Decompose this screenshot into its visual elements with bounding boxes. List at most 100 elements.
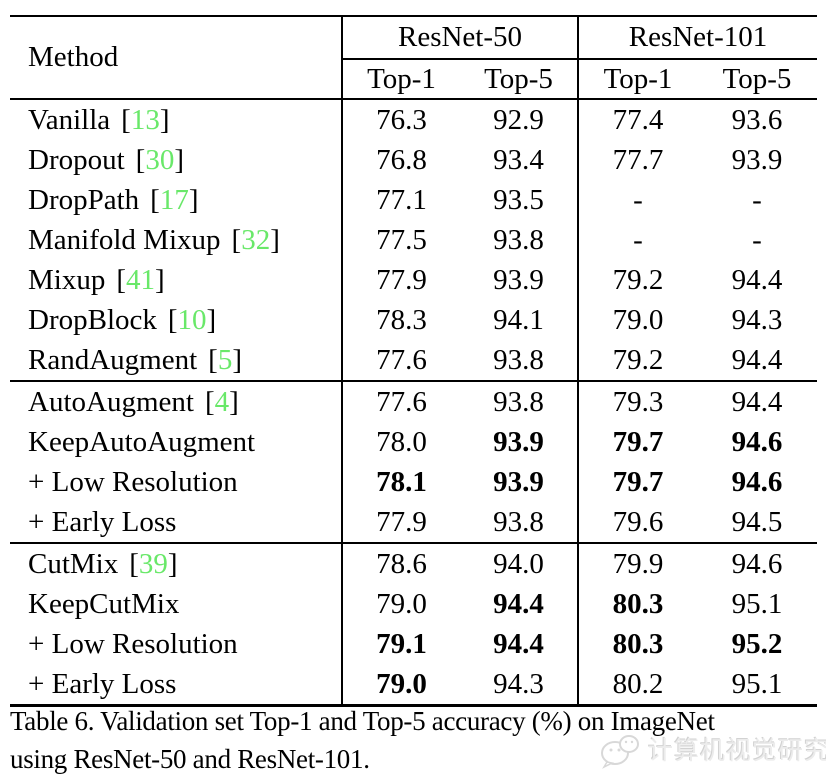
- value-cell: 80.2: [577, 664, 697, 706]
- value-cell: 94.0: [460, 542, 578, 584]
- value-cell: 77.7: [577, 140, 697, 180]
- value-cell: 78.6: [341, 542, 460, 584]
- table-row: KeepAutoAugment 78.0 93.9 79.7 94.6: [10, 422, 817, 462]
- method-cell: DropPath [17]: [28, 183, 199, 216]
- citation-number: 30: [145, 143, 175, 176]
- value-cell: 77.5: [341, 220, 460, 260]
- value-cell: 92.9: [493, 103, 544, 136]
- citation-link[interactable]: [4]: [204, 385, 239, 418]
- citation-number: 32: [241, 223, 271, 256]
- value-cell: -: [752, 183, 762, 216]
- value-cell: 79.7: [577, 422, 697, 462]
- value-cell: 79.3: [577, 380, 697, 422]
- value-cell: 94.4: [493, 627, 544, 660]
- value-cell: 79.7: [577, 462, 697, 502]
- value-cell: 79.6: [577, 502, 697, 543]
- citation-link[interactable]: [30]: [135, 143, 185, 176]
- table-row: CutMix [39] 78.6 94.0 79.9 94.6: [10, 542, 817, 584]
- top5-header-rn101: Top-5: [697, 59, 817, 100]
- table-row: + Low Resolution 78.1 93.9 79.7 94.6: [10, 462, 817, 502]
- table-row: AutoAugment [4] 77.6 93.8 79.3 94.4: [10, 380, 817, 422]
- results-table: Method ResNet-50 ResNet-101 Top-1 Top-5 …: [10, 15, 817, 707]
- value-cell: 93.9: [493, 425, 544, 458]
- citation-number: 10: [177, 303, 207, 336]
- value-cell: 95.2: [731, 627, 783, 660]
- value-cell: 78.1: [341, 462, 460, 502]
- citation-link[interactable]: [41]: [116, 263, 165, 296]
- citation-number: 4: [214, 385, 230, 418]
- value-cell: 77.9: [341, 260, 460, 300]
- value-cell: 77.1: [341, 180, 460, 220]
- table-header: Method ResNet-50 ResNet-101 Top-1 Top-5 …: [10, 16, 817, 100]
- table-row: RandAugment [5] 77.6 93.8 79.2 94.4: [10, 340, 817, 381]
- value-cell: 93.8: [493, 505, 544, 538]
- value-cell: 94.5: [731, 505, 783, 538]
- value-cell: 94.6: [731, 425, 783, 458]
- value-cell: 94.4: [493, 587, 544, 620]
- method-cell: Manifold Mixup [32]: [28, 223, 280, 256]
- caption-line-1: Table 6. Validation set Top-1 and Top-5 …: [10, 706, 715, 736]
- value-cell: 79.1: [341, 624, 460, 664]
- citation-number: 39: [138, 547, 168, 580]
- citation-number: 5: [217, 343, 233, 376]
- value-cell: 77.6: [341, 340, 460, 381]
- value-cell: 94.4: [697, 380, 817, 422]
- citation-link[interactable]: [39]: [129, 547, 178, 580]
- value-cell: 94.4: [731, 343, 783, 376]
- value-cell: 80.3: [577, 584, 697, 624]
- citation-link[interactable]: [17]: [150, 183, 199, 216]
- header-sub-row: Top-1 Top-5 Top-1 Top-5: [10, 59, 817, 100]
- method-cell: Mixup [41]: [28, 263, 165, 296]
- value-cell: 77.9: [341, 502, 460, 543]
- value-cell: 94.6: [731, 465, 783, 498]
- value-cell: 93.8: [493, 343, 544, 376]
- method-cell: + Early Loss: [28, 505, 177, 538]
- value-cell: 94.1: [493, 303, 544, 336]
- value-cell: 94.6: [697, 542, 817, 584]
- value-cell: 93.6: [731, 103, 783, 136]
- method-cell: RandAugment [5]: [28, 343, 242, 376]
- value-cell: 94.3: [493, 667, 544, 700]
- citation-link[interactable]: [10]: [167, 303, 217, 336]
- method-cell: DropBlock [10]: [28, 303, 217, 336]
- value-cell: 94.3: [731, 303, 783, 336]
- citation-link[interactable]: [32]: [231, 223, 280, 256]
- resnet50-group-header: ResNet-50: [341, 16, 578, 60]
- value-cell: -: [577, 180, 697, 220]
- value-cell: 79.0: [341, 664, 460, 706]
- citation-link[interactable]: [5]: [208, 343, 242, 376]
- table-row: + Low Resolution 79.1 94.4 80.3 95.2: [10, 624, 817, 664]
- value-cell: 93.9: [731, 143, 783, 176]
- table-row: DropPath [17] 77.1 93.5- -: [10, 180, 817, 220]
- table-caption: Table 6. Validation set Top-1 and Top-5 …: [10, 702, 820, 778]
- value-cell: 93.8: [493, 223, 544, 256]
- citation-link[interactable]: [13]: [121, 103, 170, 136]
- value-cell: 77.6: [341, 380, 460, 422]
- value-cell: 78.3: [341, 300, 460, 340]
- table-row: Manifold Mixup [32] 77.5 93.8- -: [10, 220, 817, 260]
- value-cell: 79.9: [577, 542, 697, 584]
- method-cell: + Low Resolution: [28, 465, 238, 498]
- value-cell: 76.3: [341, 99, 460, 140]
- value-cell: 79.2: [577, 260, 697, 300]
- value-cell: 93.4: [493, 143, 544, 176]
- caption-line-2: using ResNet-50 and ResNet-101.: [10, 744, 370, 774]
- table-row: DropBlock [10] 78.3 94.1 79.0 94.3: [10, 300, 817, 340]
- results-table-wrap: Method ResNet-50 ResNet-101 Top-1 Top-5 …: [10, 15, 817, 707]
- value-cell: 77.4: [577, 99, 697, 140]
- table-body: Vanilla [13] 76.3 92.9 77.4 93.6 Dropout [30] 76…: [10, 99, 817, 706]
- value-cell: 76.8: [341, 140, 460, 180]
- value-cell: 80.3: [577, 624, 697, 664]
- citation-number: 41: [126, 263, 156, 296]
- method-cell: + Low Resolution: [28, 627, 238, 660]
- table-row: KeepCutMix 79.0 94.4 80.3 95.1: [10, 584, 817, 624]
- value-cell: 95.1: [731, 587, 783, 620]
- value-cell: 93.9: [493, 263, 544, 296]
- header-group-row: Method ResNet-50 ResNet-101: [10, 16, 817, 100]
- table-row: Mixup [41] 77.9 93.9 79.2 94.4: [10, 260, 817, 300]
- citation-number: 13: [130, 103, 160, 136]
- method-cell: KeepCutMix: [28, 587, 180, 620]
- method-cell: Vanilla [13]: [28, 103, 170, 136]
- value-cell: 79.0: [577, 300, 697, 340]
